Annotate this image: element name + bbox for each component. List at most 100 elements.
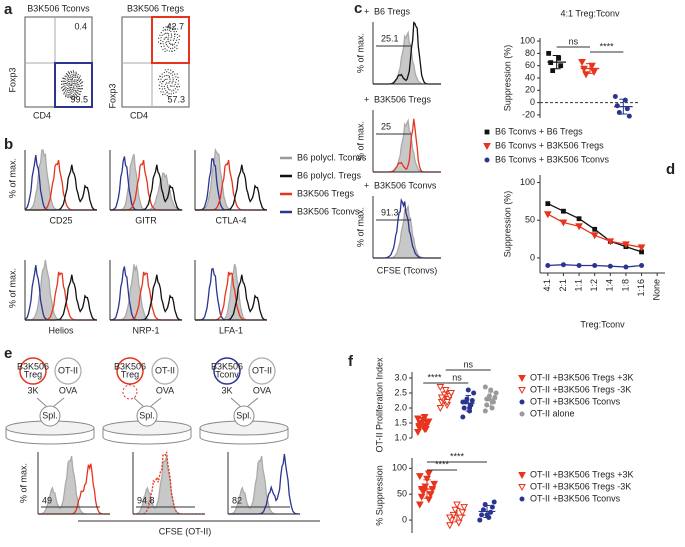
dot xyxy=(424,418,433,426)
x-tick-label: None xyxy=(652,279,662,301)
event-dot xyxy=(75,83,77,85)
annotation: ns xyxy=(569,36,579,46)
event-dot xyxy=(159,43,162,45)
dot xyxy=(414,415,422,423)
event-dot xyxy=(73,93,75,96)
event-dot xyxy=(81,87,83,90)
event-dot xyxy=(167,68,169,71)
event-dot xyxy=(171,35,173,37)
event-dot xyxy=(166,32,168,34)
event-dot xyxy=(167,26,170,28)
event-dot xyxy=(70,90,73,92)
dot xyxy=(518,472,526,480)
event-dot xyxy=(75,85,78,87)
x-tick-label: 4:1 xyxy=(542,279,552,292)
event-dot xyxy=(68,85,70,87)
event-dot xyxy=(169,24,172,26)
dot xyxy=(550,68,556,74)
event-dot xyxy=(77,90,79,92)
dot xyxy=(445,514,454,522)
axis-label: % of max. xyxy=(355,121,365,161)
event-dot xyxy=(172,39,175,41)
event-dot xyxy=(178,85,180,88)
event-dot xyxy=(63,78,65,80)
event-dot xyxy=(61,86,63,88)
event-dot xyxy=(81,84,83,87)
event-dot xyxy=(78,85,81,87)
event-dot xyxy=(71,96,74,98)
event-dot xyxy=(169,89,171,91)
plot-title: B3K506 Tregs xyxy=(127,3,185,13)
spleen-label: Spl. xyxy=(42,410,58,420)
event-dot xyxy=(174,27,176,30)
event-dot xyxy=(172,81,174,83)
axis-label: % of max. xyxy=(18,463,28,503)
event-dot xyxy=(174,88,176,90)
cell-label: Tconv xyxy=(215,369,239,379)
antigen-label: OVA xyxy=(59,385,77,395)
legend-label: B3K506 Tregs xyxy=(297,188,355,198)
event-dot xyxy=(71,81,73,83)
y-tick-label: 100 xyxy=(520,177,535,187)
dot xyxy=(622,97,628,103)
event-dot xyxy=(172,77,174,79)
marker-label: CD25 xyxy=(49,215,72,225)
event-dot xyxy=(60,87,63,89)
dot xyxy=(484,396,490,402)
event-dot xyxy=(170,93,172,95)
dot xyxy=(543,211,552,219)
rule xyxy=(133,397,144,407)
event-dot xyxy=(64,80,66,82)
cell-label: Treg xyxy=(24,369,42,379)
event-dot xyxy=(64,78,66,80)
cell-label: OT-II xyxy=(58,365,78,375)
legend-label: B3K506 Tconvs xyxy=(297,206,360,216)
y-tick-label: 1.0 xyxy=(394,432,407,442)
event-dot xyxy=(170,47,172,50)
dot xyxy=(590,68,598,76)
cell xyxy=(54,357,82,385)
event-dot xyxy=(67,96,69,99)
dot xyxy=(482,502,488,508)
dot xyxy=(443,399,451,407)
event-dot xyxy=(72,70,75,72)
marker-label: NRP-1 xyxy=(132,325,159,335)
y-tick-label: 3.0 xyxy=(394,372,407,382)
dot xyxy=(420,414,429,422)
gate xyxy=(151,16,190,64)
event-dot xyxy=(165,74,167,77)
marker-label: Helios xyxy=(48,325,74,335)
event-dot xyxy=(80,85,82,87)
event-dot xyxy=(170,36,172,39)
dot xyxy=(560,262,566,268)
event-dot xyxy=(168,77,170,79)
panel-label: b xyxy=(4,136,13,153)
axis-label: Treg:Tconv xyxy=(580,319,625,329)
dot xyxy=(447,390,455,398)
plate-wall xyxy=(102,428,192,445)
event-dot xyxy=(179,35,181,37)
gate-value: 82 xyxy=(232,495,242,505)
event-dot xyxy=(63,80,65,82)
event-dot xyxy=(70,70,72,73)
spleen-label: Spl. xyxy=(236,410,252,420)
dot xyxy=(548,60,554,66)
axis-label: CD4 xyxy=(33,110,51,120)
event-dot xyxy=(69,80,71,82)
plot-prefix: + xyxy=(364,94,369,104)
event-dot xyxy=(72,91,74,93)
event-dot xyxy=(61,83,63,86)
dot xyxy=(489,405,495,411)
event-dot xyxy=(168,29,170,31)
dot xyxy=(480,507,486,513)
event-dot xyxy=(171,74,174,76)
gate-value: 94.8 xyxy=(137,495,155,505)
dot xyxy=(424,496,433,504)
event-dot xyxy=(170,33,173,35)
annotation: **** xyxy=(450,451,465,461)
axis-label: CFSE (Tconvs) xyxy=(377,265,438,275)
event-dot xyxy=(76,84,78,86)
dot xyxy=(545,201,551,207)
event-dot xyxy=(79,82,82,85)
event-dot xyxy=(66,87,68,90)
